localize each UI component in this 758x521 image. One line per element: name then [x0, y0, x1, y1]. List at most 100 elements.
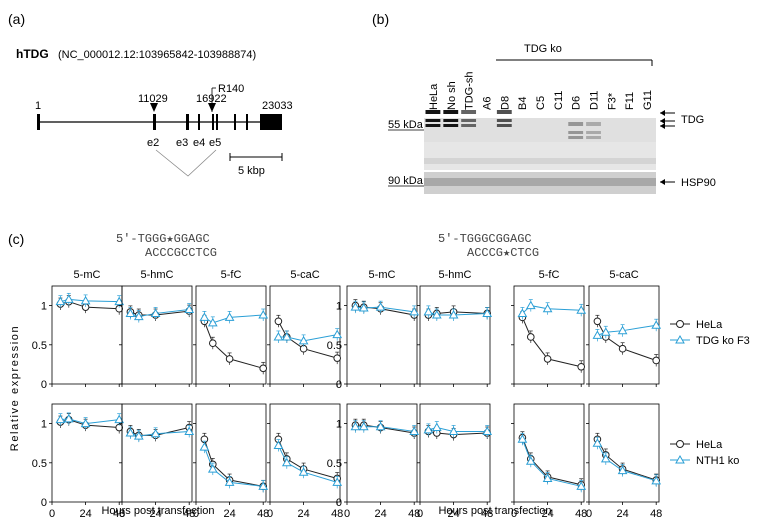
exon-1: [37, 114, 40, 130]
data-point-mutant: [482, 426, 493, 435]
tdg-band: [496, 124, 512, 127]
legend-bottom: HeLa NTH1 ko: [670, 439, 739, 467]
data-point-mutant: [423, 424, 434, 434]
data-point-mutant: [350, 302, 361, 311]
x-tick-label: 0: [49, 508, 55, 520]
data-point-mutant: [600, 453, 611, 463]
plot-bottom-left-5-mC: 0 0.5 1 0 24 48: [32, 403, 125, 520]
x-tick-label: 24: [374, 508, 386, 520]
exon-5b: [216, 114, 218, 130]
data-point-mutant: [358, 421, 369, 431]
plot-frame: [121, 403, 193, 503]
series-line-mutant: [203, 446, 264, 487]
tdg-band: [425, 110, 441, 114]
data-point-mutant: [431, 422, 442, 432]
data-point-mutant: [542, 303, 553, 313]
series-line-hela: [60, 419, 120, 429]
y-axis-label: Relative expression: [9, 325, 21, 451]
plot-top-right-5-hmC: [417, 285, 493, 387]
lane-label: F3*: [606, 92, 618, 110]
y-tick-label: 1: [41, 419, 47, 431]
gene-name: hTDG: [16, 47, 49, 61]
plot-top-right-5-fC: [511, 285, 587, 387]
lane-label: D11: [589, 91, 601, 110]
data-point-mutant: [125, 308, 136, 317]
x-tick-label: 24: [79, 508, 91, 520]
data-point-mutant: [281, 457, 292, 467]
y-tick-label: 0.5: [327, 340, 342, 352]
data-point-mutant: [592, 330, 603, 339]
tdg-band: [425, 124, 441, 127]
data-point-mutant: [150, 428, 161, 438]
tdg-band: [443, 110, 459, 114]
data-point-mutant: [375, 302, 386, 311]
tdg-band: [586, 131, 601, 134]
data-point-mutant: [133, 431, 144, 440]
x-tick-label: 48: [481, 508, 493, 520]
data-point-mutant: [298, 467, 309, 476]
data-point-mutant: [448, 426, 459, 435]
construct-left-bottom: ACCCGCCTCG: [145, 246, 217, 260]
mod-header: 5-fC: [221, 269, 242, 281]
series-line-hela: [60, 301, 120, 310]
x-tick-label: 0: [267, 508, 273, 520]
hsp90-band-label: HSP90: [681, 177, 716, 189]
series-line-mutant: [355, 426, 415, 432]
series-line-mutant: [597, 324, 657, 336]
data-point-mutant: [199, 312, 210, 321]
plot-frame: [513, 403, 585, 503]
tdg-band-label: TDG: [681, 114, 704, 126]
data-point-mutant: [651, 475, 662, 485]
plot-top-right-5-mC: 00.51: [327, 285, 420, 391]
panel-b: (b) TDG ko HeLa No sh TDG-sh A6 D8 B4 C5 C11 D6 D…: [372, 11, 716, 194]
data-point-mutant: [224, 477, 235, 486]
tdg-band: [461, 110, 477, 114]
series-line-mutant: [278, 334, 338, 342]
lane-label: D6: [571, 96, 583, 110]
data-point-mutant: [281, 331, 292, 341]
series-line-mutant: [522, 305, 582, 314]
exon-5a: [212, 114, 214, 130]
exon-label-e5: e5: [209, 137, 221, 149]
cut-site-2-arrow: [208, 103, 216, 112]
y-tick-label: 0.5: [32, 340, 47, 352]
panel-b-label: (b): [372, 11, 389, 27]
x-tick-label: 0: [417, 508, 423, 520]
data-point-mutant: [375, 421, 386, 431]
data-point-hela: [543, 355, 552, 363]
exon-6: [234, 114, 236, 130]
x-tick-label: 48: [183, 508, 195, 520]
series-line-mutant: [355, 306, 415, 313]
tdg-band: [496, 119, 512, 122]
lane-label: F11: [624, 92, 636, 110]
plot-frame: [588, 403, 660, 503]
x-tick-label: 24: [149, 508, 161, 520]
x-tick-label: 24: [447, 508, 459, 520]
x-tick-label: 0: [511, 508, 517, 520]
legend-top-mutant-marker: [675, 334, 685, 344]
tdg-band: [443, 124, 459, 127]
hsp90-band: [424, 178, 656, 186]
lane-label: B4: [517, 97, 529, 110]
x-tick-label: 24: [297, 508, 309, 520]
data-point-mutant: [114, 296, 125, 306]
data-point-mutant: [184, 426, 195, 435]
lane-label: D8: [499, 96, 511, 110]
cut-site-1-arrow: [150, 103, 158, 112]
y-tick-label: 0: [41, 497, 47, 509]
data-point-mutant: [258, 481, 269, 490]
y-tick-label: 1: [336, 419, 342, 431]
tdg-band: [425, 119, 441, 122]
mod-headers: 5-mC 5-hmC 5-fC 5-caC 5-mC 5-hmC 5-fC 5-caC: [74, 269, 639, 281]
data-point-mutant: [525, 300, 536, 310]
gene-end-label: 23033: [262, 100, 293, 112]
exon-label-e2: e2: [147, 137, 159, 149]
x-tick-label: 48: [575, 508, 587, 520]
x-tick-label: 0: [193, 508, 199, 520]
tdg-band: [461, 119, 477, 122]
mod-header: 5-mC: [74, 269, 101, 281]
plot-frame: [269, 403, 341, 503]
y-tick-label: 1: [41, 301, 47, 313]
x-tick-label: 0: [344, 508, 350, 520]
